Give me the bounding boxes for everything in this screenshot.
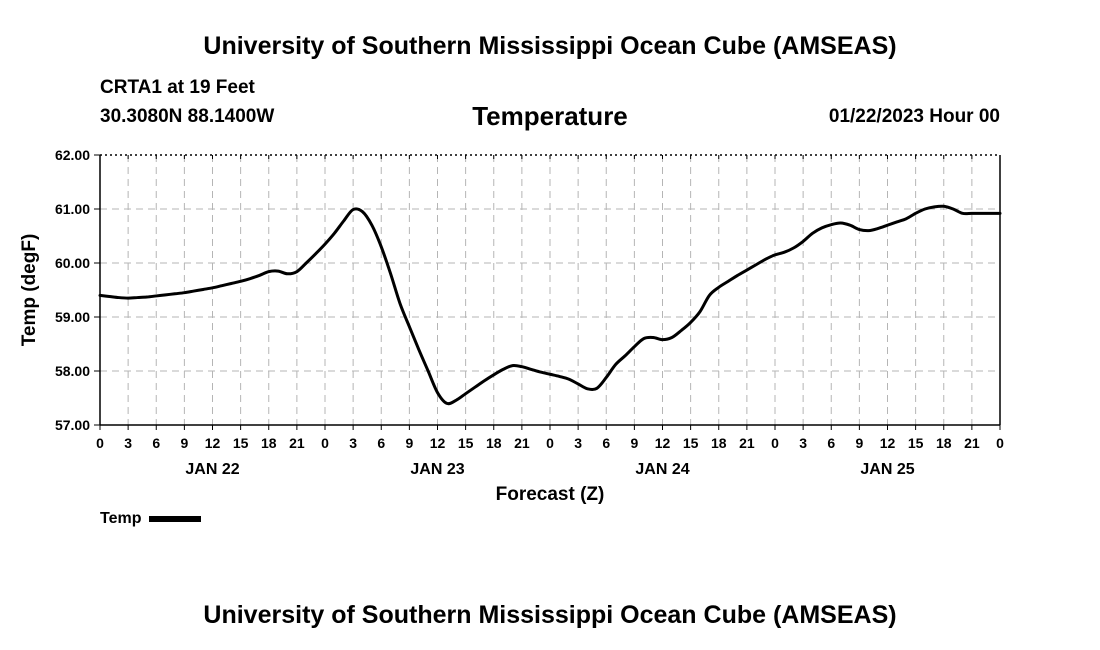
axis-labels: 0 3 6 9 12 15 18 21 0 3 6 9 12 15 18 21 0 3 6 9 12 15 18 21 0 3 6 9…	[19, 147, 1004, 505]
forecast-datestamp: 01/22/2023 Hour 00	[828, 106, 1000, 127]
x-tick-label: 0	[996, 435, 1004, 451]
x-tick-label: 12	[880, 435, 896, 451]
x-tick-label: 18	[936, 435, 952, 451]
day-label: JAN 22	[185, 461, 239, 478]
y-tick-label: 59.00	[55, 309, 90, 325]
day-label: JAN 25	[860, 461, 914, 478]
series-line-temp	[98, 204, 1002, 406]
x-tick-label: 9	[630, 435, 638, 451]
footer-title: University of Southern Mississippi Ocean…	[203, 601, 897, 629]
x-tick-label: 12	[655, 435, 671, 451]
axes	[94, 154, 1001, 430]
page-title: University of Southern Mississippi Ocean…	[203, 32, 897, 60]
y-tick-label: 57.00	[55, 417, 90, 433]
y-axis-title: Temp (degF)	[19, 234, 40, 347]
x-tick-label: 6	[377, 435, 385, 451]
x-tick-label: 3	[124, 435, 132, 451]
x-tick-label: 18	[261, 435, 277, 451]
x-tick-label: 18	[486, 435, 502, 451]
x-tick-label: 6	[827, 435, 835, 451]
grid	[100, 155, 1000, 425]
x-tick-label: 0	[771, 435, 779, 451]
legend-label: Temp	[100, 510, 142, 527]
x-tick-label: 12	[205, 435, 221, 451]
x-tick-label: 18	[711, 435, 727, 451]
y-tick-label: 60.00	[55, 255, 90, 271]
x-tick-label: 15	[458, 435, 474, 451]
x-tick-label: 15	[683, 435, 699, 451]
legend: Temp	[100, 510, 202, 528]
x-tick-label: 6	[152, 435, 160, 451]
x-tick-label: 0	[96, 435, 104, 451]
x-tick-label: 15	[233, 435, 249, 451]
x-tick-label: 21	[289, 435, 305, 451]
x-tick-label: 0	[546, 435, 554, 451]
chart-title: Temperature	[472, 101, 628, 131]
x-tick-label: 9	[180, 435, 188, 451]
y-tick-label: 58.00	[55, 363, 90, 379]
x-tick-label: 9	[405, 435, 413, 451]
y-tick-label: 61.00	[55, 201, 90, 217]
x-tick-label: 3	[349, 435, 357, 451]
day-label: JAN 23	[410, 461, 464, 478]
x-tick-label: 0	[321, 435, 329, 451]
x-tick-label: 21	[739, 435, 755, 451]
x-tick-label: 9	[855, 435, 863, 451]
x-tick-label: 12	[430, 435, 446, 451]
y-tick-label: 62.00	[55, 147, 90, 163]
x-tick-label: 21	[964, 435, 980, 451]
station-label: CRTA1 at 19 Feet	[100, 77, 255, 98]
x-tick-label: 3	[799, 435, 807, 451]
station-coordinates: 30.3080N 88.1400W	[100, 106, 275, 127]
x-axis-title: Forecast (Z)	[496, 484, 605, 505]
x-tick-label: 3	[574, 435, 582, 451]
day-label: JAN 24	[635, 461, 689, 478]
x-tick-label: 6	[602, 435, 610, 451]
x-tick-label: 21	[514, 435, 530, 451]
x-tick-label: 15	[908, 435, 924, 451]
series	[98, 204, 1002, 406]
legend-line-swatch	[149, 516, 202, 522]
